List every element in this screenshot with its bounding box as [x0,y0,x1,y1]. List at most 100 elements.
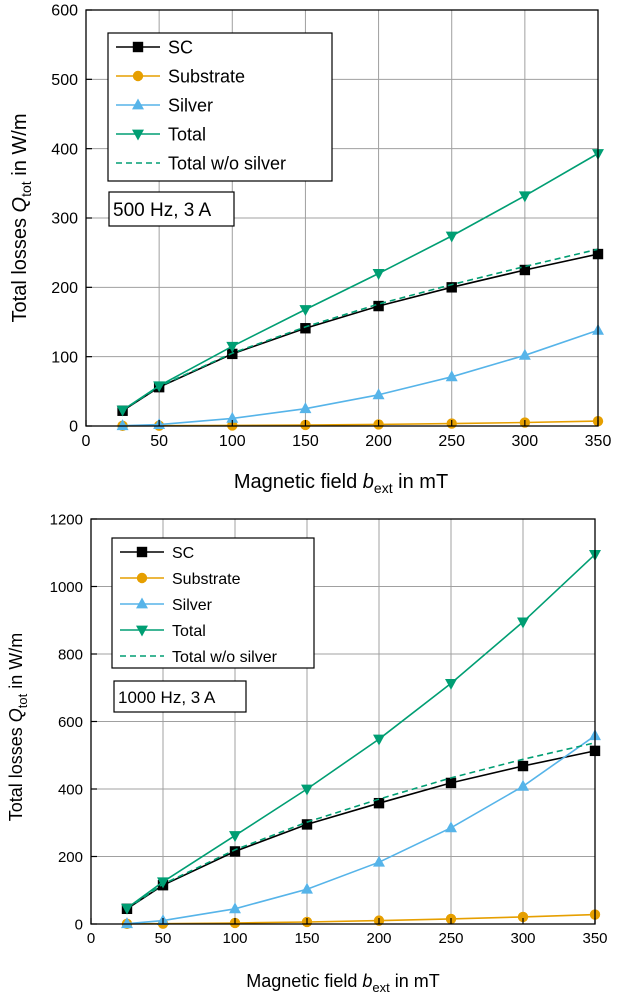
data-point-silver [299,402,312,414]
series-line-silver [122,329,599,427]
annotation-box: 500 Hz, 3 A [108,191,235,227]
series-substrate [117,415,604,432]
x-tick-label: 250 [438,433,465,450]
data-point-silver [445,821,457,833]
data-point-total [518,191,531,203]
data-point-sc [517,760,529,772]
y-tick-label: 0 [75,916,83,933]
y-tick-label: 300 [51,211,78,228]
series-layer [116,149,604,432]
legend-label: Total [172,623,206,640]
data-point-silver [301,882,313,894]
data-point-total [299,305,312,317]
series-line-total [126,553,596,909]
series-line-total_wo_silver [126,742,596,910]
legend-marker-total [136,625,148,637]
data-point-silver [226,411,239,423]
y-axis-label: Total losses Qtot in W/m [6,633,30,822]
series-line-silver [126,735,596,925]
legend-marker-sc [136,546,148,558]
x-tick-label: 200 [365,433,392,450]
legend-item-total: Total [116,124,206,144]
legend-item-silver: Silver [120,597,213,614]
annotation-label: 500 Hz, 3 A [113,200,212,221]
y-tick-label: 100 [51,349,78,366]
legend-item-substrate: Substrate [120,571,241,588]
legend-marker-substrate [136,572,148,584]
data-point-total [517,617,529,629]
data-point-total [445,678,457,690]
data-point-total [372,269,385,280]
y-tick-label: 200 [58,849,83,866]
data-point-substrate [517,911,529,923]
chart-1000hz: 0 50 100 150 200 250 300 350 0 200 400 600 800 1000 12… [6,511,608,994]
x-tick-label: 100 [222,930,247,947]
annotation-box: 1000 Hz, 3 A [113,680,247,713]
legend-marker-silver [136,597,148,609]
data-point-sc [301,819,313,830]
data-point-silver [372,388,385,400]
x-tick-label: 250 [438,930,463,947]
series-line-total [122,152,599,411]
legend-marker-total [132,129,144,141]
series-total [121,550,601,915]
data-point-silver [116,419,129,431]
y-tick-label: 0 [69,419,78,436]
legend-item-silver: Silver [116,95,213,115]
series-line-sc [126,750,596,910]
data-point-total [226,341,239,353]
series-sc [117,248,604,416]
data-point-sc [373,797,385,809]
x-axis-label: Magnetic field bext in mT [246,971,439,994]
y-tick-label: 600 [58,714,83,731]
x-tick-label: 100 [219,433,246,450]
x-tick-label: 0 [87,930,95,947]
legend-label: Total w/o silver [168,153,286,173]
legend-marker-sc [132,41,144,53]
series-silver [116,323,604,431]
chart-500hz: 0 50 100 150 200 250 300 350 0 100 200 300 400 500 600… [9,3,611,496]
x-tick-label: 300 [510,930,535,947]
legend-label: Substrate [172,571,241,588]
x-axis-label: Magnetic field bext in mT [234,471,448,496]
y-tick-label: 1000 [50,579,83,596]
x-tick-label: 50 [155,930,172,947]
series-line-sc [122,253,599,412]
data-point-sc [229,846,241,857]
legend-label: Total w/o silver [172,649,278,666]
x-tick-label: 50 [150,433,168,450]
legend: SC Substrate Silver Total Total w/o silver [111,537,315,669]
legend: SC Substrate Silver Total Total w/o silver [107,32,333,182]
series-line-total_wo_silver [122,248,599,412]
y-tick-label: 800 [58,646,83,663]
data-point-silver [517,779,529,791]
data-point-sc [300,323,311,334]
data-point-total [445,231,458,243]
y-tick-label: 1200 [50,511,83,528]
x-tick-label: 0 [82,433,91,450]
series-total [116,149,604,417]
data-point-sc [446,282,457,293]
legend-item-total_wo_silver: Total w/o silver [120,649,278,666]
data-point-sc [445,777,457,789]
legend-box [107,32,333,182]
series-total_wo_silver [126,742,596,910]
x-tick-label: 350 [585,433,612,450]
legend-label: SC [172,545,194,562]
data-point-total [301,784,313,796]
x-tick-label: 350 [582,930,607,947]
data-point-silver [445,370,458,382]
data-point-silver [229,902,241,914]
data-point-silver [373,855,385,867]
series-substrate [121,909,601,930]
legend-label: Substrate [168,66,245,86]
axis-ticks: 0 50 100 150 200 250 300 350 0 100 200 300 400 500 600 [51,3,611,450]
data-point-total [373,734,385,746]
data-point-silver [121,917,133,929]
x-tick-label: 200 [366,930,391,947]
legend-marker-silver [132,98,144,110]
y-axis-label: Total losses Qtot in W/m [9,114,34,323]
legend-item-total: Total [120,623,206,640]
legend-marker-substrate [132,70,144,82]
x-tick-label: 300 [512,433,539,450]
